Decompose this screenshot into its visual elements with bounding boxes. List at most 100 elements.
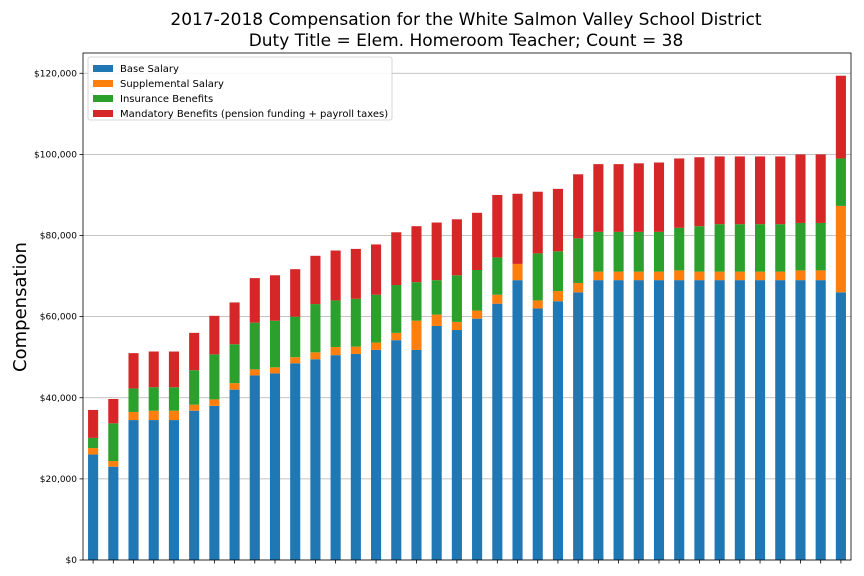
bar-segment-series-3	[431, 222, 442, 281]
bar-segment-series-2	[229, 344, 240, 384]
bar-segment-series-3	[290, 269, 301, 317]
bar-segment-series-1	[593, 271, 604, 281]
legend-swatch	[93, 95, 113, 102]
bar-segment-series-1	[229, 383, 240, 390]
bar-segment-series-1	[775, 271, 786, 281]
bar-segment-series-1	[653, 271, 665, 281]
bar-segment-series-1	[88, 448, 99, 455]
bar-segment-series-3	[411, 226, 422, 283]
bar-segment-series-0	[775, 280, 786, 560]
bar-segment-series-3	[168, 351, 179, 388]
bar-segment-series-0	[512, 280, 523, 560]
bar-segment-series-2	[835, 158, 846, 206]
bar-segment-series-2	[492, 257, 503, 295]
y-tick-label: $40,000	[40, 394, 77, 404]
bar-segment-series-1	[633, 271, 644, 281]
chart-title-line-1: 2017-2018 Compensation for the White Sal…	[170, 10, 761, 30]
bar-segment-series-1	[734, 271, 745, 281]
legend-label: Supplemental Salary	[120, 79, 224, 90]
bar-segment-series-3	[815, 154, 826, 223]
bar-segment-series-1	[330, 347, 341, 356]
bar-segment-series-1	[694, 271, 705, 281]
bar-segment-series-1	[552, 291, 563, 302]
bar-segment-series-0	[350, 353, 361, 560]
y-tick-label: $0	[66, 556, 78, 566]
bar-segment-series-3	[108, 398, 119, 424]
bar-segment-series-0	[694, 280, 705, 560]
bar-segment-series-0	[492, 303, 503, 560]
bar-segment-series-0	[310, 359, 321, 560]
bar-segment-series-3	[391, 232, 402, 286]
bar-segment-series-3	[492, 194, 503, 258]
y-tick-label: $120,000	[34, 69, 77, 79]
bar-segment-series-2	[674, 227, 685, 271]
bar-segment-series-1	[613, 271, 624, 281]
bar-segment-series-2	[573, 238, 584, 283]
bar-segment-series-1	[815, 270, 826, 281]
bar-segment-series-1	[755, 271, 766, 281]
bar-segment-series-0	[330, 355, 341, 560]
bar-segment-series-0	[532, 308, 543, 560]
bar-segment-series-2	[694, 226, 705, 272]
bar-segment-series-3	[734, 156, 745, 225]
bar-segment-series-2	[755, 224, 766, 272]
y-tick-label: $20,000	[40, 475, 77, 485]
bar-segment-series-0	[552, 301, 563, 560]
bar-segment-series-0	[209, 405, 220, 560]
plot-frame	[82, 52, 852, 561]
bar-segment-series-1	[310, 352, 321, 360]
legend-swatch	[93, 110, 113, 117]
bar-segment-series-1	[269, 367, 281, 374]
bar-segment-series-0	[269, 373, 281, 560]
bar-segment-series-0	[734, 280, 745, 560]
bar-segment-series-2	[472, 269, 483, 311]
legend-box	[87, 56, 393, 121]
legend-swatch	[93, 80, 113, 87]
bar-segment-series-2	[108, 423, 119, 462]
bar-segment-series-3	[755, 156, 766, 225]
bar-segment-series-0	[815, 280, 826, 560]
bar-segment-series-1	[431, 314, 442, 326]
legend-swatch	[93, 65, 113, 72]
bar-segment-series-0	[431, 325, 442, 560]
bar-segment-series-2	[350, 298, 361, 347]
bar-segment-series-3	[371, 244, 382, 295]
bar-segment-series-2	[189, 370, 200, 405]
bar-segment-series-2	[310, 304, 321, 353]
bar-segment-series-2	[209, 354, 220, 400]
bar-segment-series-0	[148, 420, 159, 560]
bar-segment-series-3	[310, 255, 321, 305]
legend-label: Mandatory Benefits (pension funding + pa…	[120, 109, 388, 120]
bar-segment-series-3	[613, 164, 624, 232]
bar-segment-series-0	[128, 420, 139, 560]
bar-segment-series-0	[755, 280, 766, 560]
bar-segment-series-1	[391, 332, 402, 341]
bar-segment-series-1	[512, 263, 523, 281]
bar-segment-series-0	[249, 375, 260, 560]
bar-segment-series-1	[674, 270, 685, 281]
x-ticks	[92, 560, 842, 564]
bar-segment-series-1	[209, 399, 220, 406]
bar-segment-series-2	[815, 222, 826, 271]
chart-title-line-2: Duty Title = Elem. Homeroom Teacher; Cou…	[249, 31, 684, 51]
y-tick-label: $100,000	[34, 150, 77, 160]
bar-segment-series-0	[593, 280, 604, 560]
bar-segment-series-3	[128, 353, 139, 389]
bar-segment-series-3	[593, 164, 604, 232]
bar-segment-series-3	[573, 174, 584, 239]
bar-segment-series-3	[532, 191, 543, 254]
bar-segment-series-2	[532, 253, 543, 301]
bar-segment-series-2	[128, 388, 139, 412]
bar-segment-series-0	[451, 330, 462, 560]
bar-segment-series-2	[371, 294, 382, 343]
bar-segment-series-3	[775, 156, 786, 225]
bar-segment-series-1	[290, 357, 301, 364]
bar-segment-series-0	[633, 280, 644, 560]
bar-segment-series-3	[653, 162, 665, 232]
bar-segment-series-3	[269, 275, 281, 321]
bar-segment-series-2	[653, 231, 665, 272]
bar-segment-series-2	[168, 387, 179, 411]
bar-segment-series-0	[411, 349, 422, 560]
y-ticks: $0 $20,000 $40,000 $60,000 $80,000 $100,000 $1…	[34, 69, 83, 566]
